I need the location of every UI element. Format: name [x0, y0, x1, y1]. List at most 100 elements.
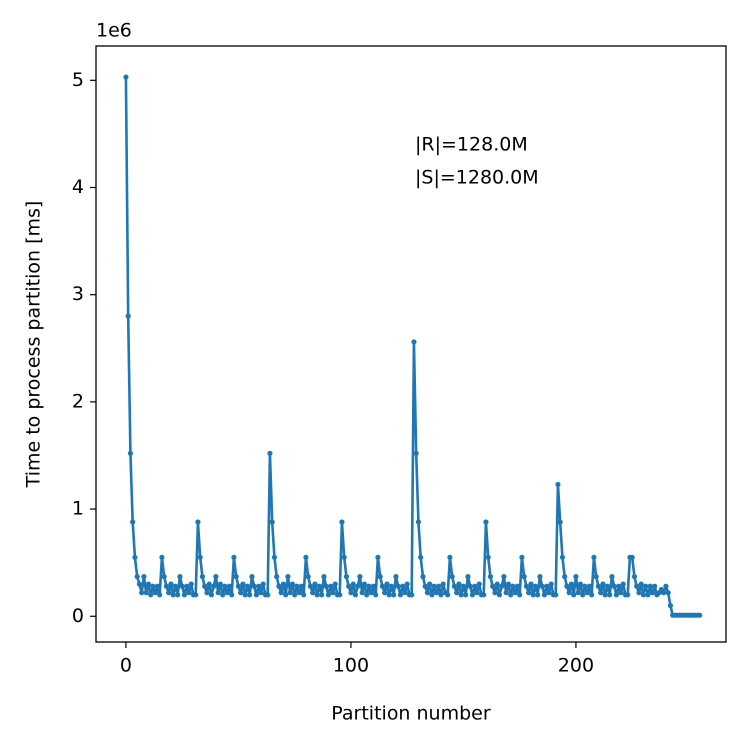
data-point: [386, 592, 392, 598]
data-point: [463, 592, 469, 598]
data-point: [152, 590, 158, 596]
data-point: [589, 592, 595, 598]
data-point: [667, 602, 674, 609]
data-point: [276, 583, 282, 589]
data-point: [352, 592, 359, 598]
data-point: [411, 339, 417, 345]
data-point: [661, 590, 667, 596]
data-point: [580, 592, 586, 598]
data-point: [391, 592, 397, 598]
data-point: [202, 583, 208, 589]
data-point: [312, 581, 318, 587]
data-point: [393, 574, 399, 580]
data-point: [490, 583, 496, 589]
data-point: [330, 590, 336, 596]
data-point: [375, 554, 381, 560]
data-point: [377, 574, 383, 580]
series-line: [124, 77, 700, 617]
data-point: [460, 583, 467, 589]
data-point: [278, 590, 284, 596]
data-point: [620, 581, 626, 587]
data-point: [508, 592, 514, 598]
data-point: [366, 583, 372, 589]
data-point: [481, 592, 487, 598]
data-point: [148, 592, 154, 598]
data-point: [170, 592, 176, 598]
data-point: [159, 554, 165, 560]
data-point: [449, 574, 455, 580]
data-point: [244, 583, 251, 589]
plot-frame: [95, 45, 727, 643]
x-tick-label: 200: [558, 655, 594, 677]
data-point: [645, 592, 651, 598]
data-point: [476, 581, 482, 587]
x-tick-label: 100: [333, 655, 369, 677]
data-point: [339, 519, 345, 525]
data-point: [424, 590, 431, 596]
data-point: [519, 554, 525, 560]
data-point: [224, 590, 230, 596]
data-point: [503, 590, 509, 596]
data-point: [141, 574, 147, 580]
data-point: [454, 590, 460, 596]
data-point: [229, 592, 235, 598]
data-point: [431, 583, 437, 589]
data-point: [184, 583, 190, 589]
data-point: [409, 592, 415, 598]
data-point: [415, 519, 422, 525]
data-point: [474, 590, 480, 596]
data-point: [436, 583, 442, 589]
data-point: [492, 590, 498, 596]
data-point: [134, 574, 140, 580]
data-point: [186, 590, 192, 596]
data-point: [197, 554, 203, 560]
y-axis-label: Time to process partition [ms]: [23, 201, 45, 489]
data-point: [292, 592, 298, 598]
data-point: [537, 574, 543, 580]
data-point: [355, 583, 361, 589]
data-point: [136, 581, 143, 587]
annotation: |S|=1280.0M: [415, 167, 539, 189]
data-point: [310, 590, 316, 596]
data-point: [438, 592, 444, 598]
data-point: [271, 554, 278, 560]
data-point: [280, 581, 287, 587]
data-point: [451, 583, 458, 589]
data-point: [663, 583, 669, 589]
data-point: [177, 574, 183, 580]
data-point: [467, 583, 473, 589]
data-point: [222, 583, 228, 589]
data-point: [616, 583, 622, 589]
data-point: [157, 592, 163, 598]
data-point: [267, 450, 273, 456]
data-point: [256, 583, 262, 589]
data-point: [625, 592, 631, 598]
data-point: [510, 583, 516, 589]
data-point: [521, 574, 527, 580]
data-point: [602, 592, 608, 598]
data-point: [611, 583, 617, 589]
annotation: |R|=128.0M: [415, 134, 528, 156]
data-point: [422, 583, 428, 589]
data-point: [404, 581, 410, 587]
data-point: [559, 554, 566, 560]
data-point: [546, 590, 552, 596]
data-point: [294, 583, 300, 589]
data-point: [541, 592, 548, 598]
data-point: [388, 583, 395, 589]
data-point: [139, 590, 145, 596]
data-point: [528, 581, 534, 587]
data-point: [429, 592, 435, 598]
data-point: [379, 583, 386, 589]
data-point: [420, 574, 426, 580]
data-point: [296, 590, 302, 596]
data-point: [258, 590, 264, 596]
data-point: [168, 581, 174, 587]
data-point: [247, 592, 253, 598]
data-point: [593, 574, 599, 580]
data-point: [289, 581, 296, 587]
data-point: [274, 574, 280, 580]
data-point: [600, 581, 606, 587]
data-point: [530, 592, 536, 598]
data-point: [638, 581, 644, 587]
